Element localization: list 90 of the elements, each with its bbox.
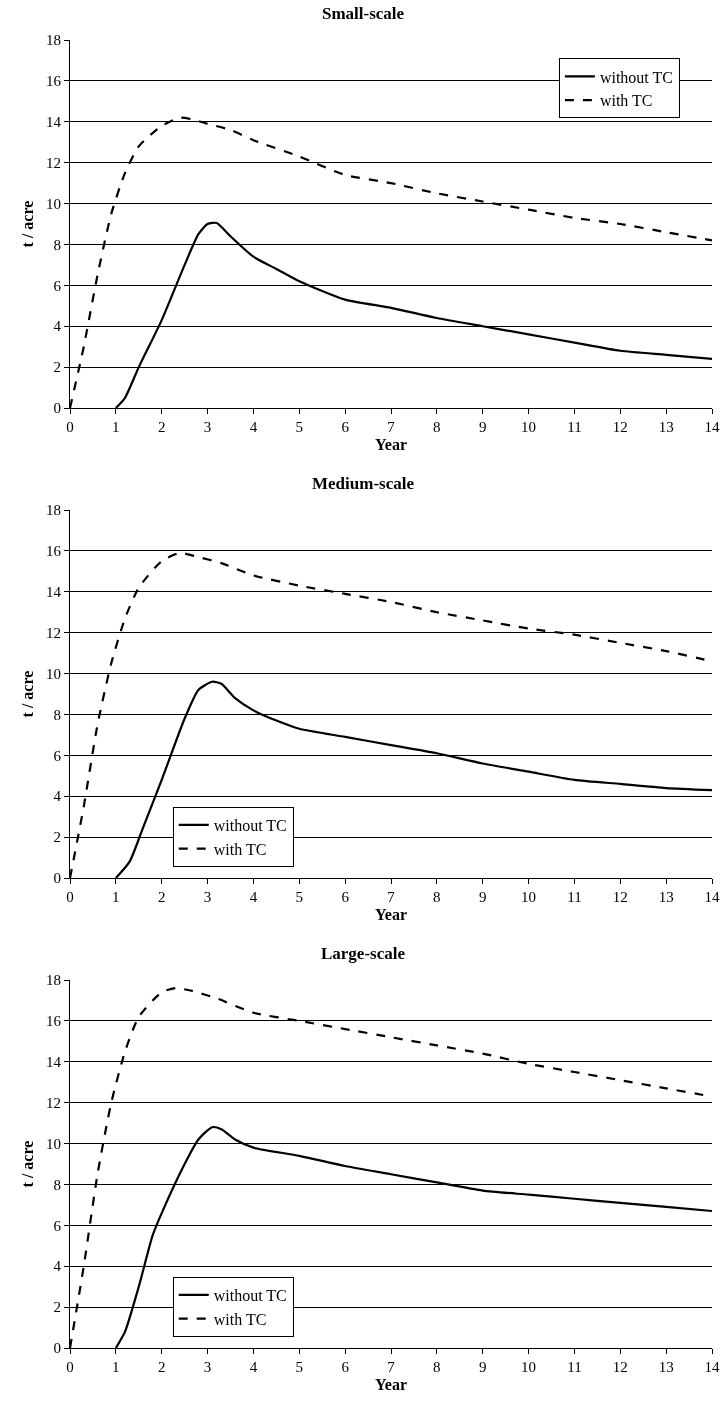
x-tick-label: 14 — [704, 1359, 720, 1375]
x-axis-title: Year — [375, 435, 407, 453]
x-tick-label: 7 — [387, 889, 396, 905]
legend-label: with TC — [213, 840, 267, 858]
x-tick-label: 2 — [157, 1359, 166, 1375]
x-tick-label: 0 — [66, 1359, 74, 1375]
x-tick-label: 0 — [66, 419, 74, 435]
y-tick-label: 6 — [53, 747, 62, 764]
x-tick-label: 13 — [658, 1359, 674, 1375]
x-tick-label: 7 — [387, 419, 396, 435]
y-tick-label: 14 — [46, 584, 62, 601]
y-tick-label: 18 — [46, 32, 61, 49]
x-tick-label: 12 — [612, 419, 628, 435]
chart-title: Small-scale — [321, 3, 405, 23]
y-tick-label: 10 — [46, 195, 61, 212]
y-tick-label: 16 — [46, 1013, 62, 1030]
y-tick-label: 10 — [46, 665, 61, 682]
x-tick-label: 6 — [341, 419, 350, 435]
x-tick-label: 4 — [249, 1359, 258, 1375]
x-tick-label: 10 — [521, 419, 537, 435]
x-tick-label: 9 — [478, 419, 487, 435]
x-tick-label: 14 — [704, 889, 720, 905]
y-tick-label: 8 — [53, 706, 61, 723]
x-tick-label: 5 — [295, 419, 304, 435]
x-tick-label: 8 — [433, 419, 441, 435]
y-tick-label: 0 — [53, 870, 61, 887]
y-tick-label: 14 — [46, 114, 62, 131]
x-tick-label: 6 — [341, 1359, 350, 1375]
x-tick-label: 3 — [203, 1359, 212, 1375]
y-tick-label: 12 — [46, 1094, 61, 1111]
x-tick-label: 8 — [433, 1359, 441, 1375]
legend-label: without TC — [213, 817, 287, 835]
x-tick-label: 13 — [658, 889, 674, 905]
y-tick-label: 12 — [46, 624, 61, 641]
x-tick-label: 13 — [658, 419, 674, 435]
y-tick-label: 14 — [46, 1054, 62, 1071]
x-tick-label: 9 — [478, 889, 487, 905]
x-tick-label: 7 — [387, 1359, 396, 1375]
x-tick-label: 1 — [112, 889, 120, 905]
legend-label: without TC — [599, 68, 673, 86]
x-tick-label: 6 — [341, 889, 350, 905]
y-tick-label: 10 — [46, 1135, 61, 1152]
y-tick-label: 0 — [53, 1340, 61, 1357]
y-axis-title: t / acre — [18, 670, 36, 718]
y-tick-label: 16 — [46, 543, 62, 560]
chart-title: Medium-scale — [312, 473, 415, 493]
x-tick-label: 12 — [612, 1359, 628, 1375]
x-axis-title: Year — [375, 905, 407, 923]
x-tick-label: 4 — [249, 419, 258, 435]
y-tick-label: 18 — [46, 502, 61, 519]
y-tick-label: 16 — [46, 73, 62, 90]
x-tick-label: 14 — [704, 419, 720, 435]
y-tick-label: 6 — [53, 1217, 62, 1234]
x-tick-label: 5 — [295, 889, 304, 905]
x-tick-label: 9 — [478, 1359, 487, 1375]
x-axis-title: Year — [375, 1375, 407, 1393]
legend-label: with TC — [599, 92, 653, 110]
x-tick-label: 5 — [295, 1359, 304, 1375]
x-tick-label: 12 — [612, 889, 628, 905]
x-tick-label: 0 — [66, 889, 74, 905]
y-tick-label: 12 — [46, 154, 61, 171]
x-tick-label: 4 — [249, 889, 258, 905]
y-tick-label: 4 — [53, 1258, 62, 1275]
y-tick-label: 2 — [53, 1299, 61, 1316]
legend-label: with TC — [213, 1310, 267, 1328]
legend-label: without TC — [213, 1287, 287, 1305]
y-tick-label: 2 — [53, 829, 61, 846]
chart-title: Large-scale — [320, 943, 406, 963]
x-tick-label: 11 — [567, 419, 582, 435]
y-tick-label: 18 — [46, 972, 61, 989]
x-tick-label: 10 — [521, 889, 537, 905]
y-tick-label: 6 — [53, 277, 62, 294]
y-tick-label: 0 — [53, 400, 61, 417]
y-axis-title: t / acre — [18, 1140, 36, 1188]
y-tick-label: 8 — [53, 236, 61, 253]
y-axis-title: t / acre — [18, 200, 36, 248]
y-tick-label: 8 — [53, 1176, 61, 1193]
x-tick-label: 11 — [567, 889, 582, 905]
x-tick-label: 3 — [203, 419, 212, 435]
x-tick-label: 11 — [567, 1359, 582, 1375]
x-tick-label: 1 — [112, 1359, 120, 1375]
y-tick-label: 4 — [53, 318, 62, 335]
x-tick-label: 3 — [203, 889, 212, 905]
x-tick-label: 2 — [157, 889, 166, 905]
x-tick-label: 2 — [157, 419, 166, 435]
x-tick-label: 10 — [521, 1359, 537, 1375]
y-tick-label: 2 — [53, 359, 61, 376]
x-tick-label: 1 — [112, 419, 120, 435]
y-tick-label: 4 — [53, 788, 62, 805]
x-tick-label: 8 — [433, 889, 441, 905]
